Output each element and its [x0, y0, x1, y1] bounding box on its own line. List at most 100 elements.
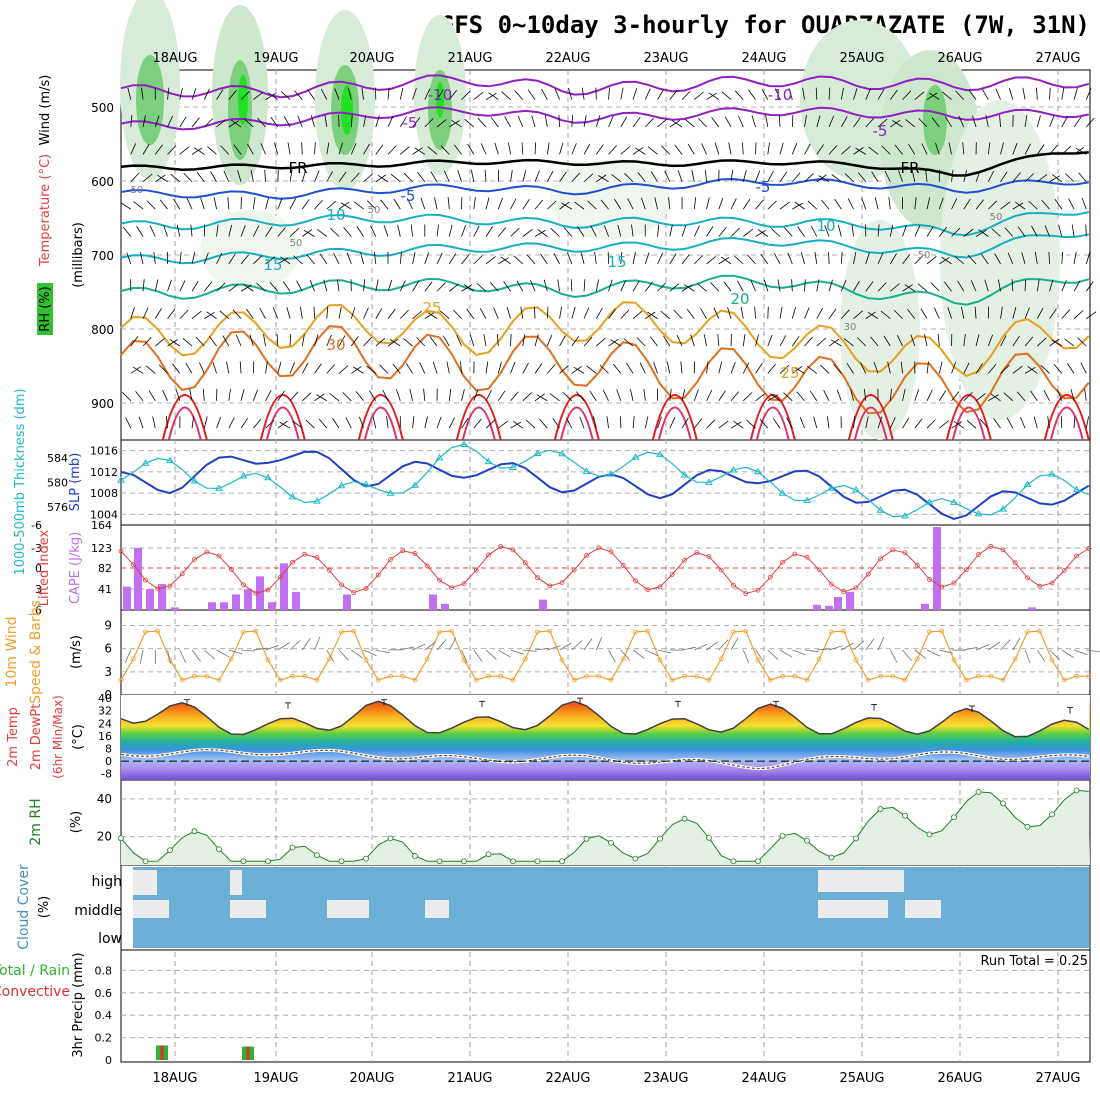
chart-title: GFS 0~10day 3-hourly for OUARZAZATE (7W,… [440, 11, 1090, 39]
slp-tick-label: 1008 [90, 487, 118, 500]
rh-blob [550, 160, 670, 240]
date-label-bottom: 19AUG [253, 1071, 298, 1086]
precip-tick-label: 0 [105, 1054, 112, 1067]
date-label-top: 27AUG [1035, 51, 1080, 66]
cape-tick-label: 164 [91, 519, 112, 532]
precip-tick-label: 0.2 [95, 1032, 113, 1045]
date-label-bottom: 26AUG [937, 1071, 982, 1086]
date-label-top: 22AUG [545, 51, 590, 66]
rh-marker [535, 859, 540, 864]
date-label-top: 19AUG [253, 51, 298, 66]
rh-marker [1025, 824, 1030, 829]
pressure-axis-label: (millibars) [71, 222, 86, 288]
precip-tick-label: 0.4 [95, 1009, 113, 1022]
rh-marker [241, 859, 246, 864]
rh-marker [413, 854, 418, 859]
contour-label: -10 [428, 86, 453, 104]
cloud-block [133, 900, 169, 918]
contour-label: -10 [768, 86, 793, 104]
panel-slp [121, 440, 1090, 525]
contour-label: 25 [780, 364, 799, 382]
rh-marker [143, 859, 148, 864]
contour-label: FR [288, 159, 307, 177]
rh-marker [217, 847, 222, 852]
minmax-axis-label: (6hr Min/Max) [51, 695, 65, 779]
wind-barb [511, 334, 512, 346]
thickness-axis-label: 1000-500mb Thickness (dm) [13, 388, 28, 575]
cape-tick-label: 82 [98, 562, 112, 575]
date-label-top: 25AUG [839, 51, 884, 66]
contour-label: -5 [873, 122, 888, 140]
cloud-block [818, 870, 904, 892]
cloud-level-label: low [98, 931, 122, 947]
cloud-block [327, 900, 369, 918]
rh-marker [339, 859, 344, 864]
rh-marker [707, 835, 712, 840]
cape-bar [933, 527, 941, 610]
cape-bar [208, 602, 216, 610]
cloud-background [133, 867, 1089, 948]
pressure-tick-label: 900 [91, 397, 114, 411]
date-label-top: 21AUG [447, 51, 492, 66]
rh-marker [168, 848, 173, 853]
date-label-bottom: 18AUG [152, 1071, 197, 1086]
rh-marker [829, 855, 834, 860]
panel-wind [121, 610, 1090, 695]
convective-bar [161, 1045, 164, 1060]
cloud-block [905, 900, 941, 918]
contour-label: 20 [730, 290, 749, 308]
cape-bar [280, 563, 288, 610]
pressure-tick-label: 600 [91, 175, 114, 189]
cape-tick-label: 123 [91, 542, 112, 555]
rh-blob [341, 85, 353, 135]
wind-barb [535, 142, 536, 154]
date-label-top: 23AUG [643, 51, 688, 66]
wind-tick-label: 9 [104, 618, 112, 632]
rh-marker [756, 859, 761, 864]
rh-contour-label: 50 [131, 185, 144, 196]
wind-barb [768, 307, 769, 319]
rh-marker [511, 859, 516, 864]
thickness-tick-label: 580 [47, 477, 68, 490]
pressure-tick-label: 500 [91, 101, 114, 115]
precip-tick-label: 0.6 [95, 987, 113, 1000]
cape-bar [825, 606, 833, 610]
rh-marker [658, 836, 663, 841]
cape-bar [921, 604, 929, 610]
cape-bar [846, 592, 854, 610]
thickness-tick-label: 584 [47, 452, 68, 465]
rh-marker [780, 833, 785, 838]
rh-contour-label: 30 [844, 322, 857, 333]
rh-marker [1050, 812, 1055, 817]
rh-marker [854, 836, 859, 841]
cape-bar [343, 594, 351, 610]
contour-label: -5 [756, 178, 771, 196]
rh2m-unit-label: (%) [69, 811, 84, 834]
date-label-bottom: 27AUG [1035, 1071, 1080, 1086]
cloud-block [230, 870, 242, 895]
rh-blob [238, 75, 248, 125]
cape-bar [834, 597, 842, 610]
rh-marker [462, 859, 467, 864]
cloud-level-label: middle [74, 903, 122, 919]
dewpoint-axis-label: 2m DewPt [29, 704, 44, 771]
rh-marker [315, 853, 320, 858]
wind-axis-label: Wind (m/s) [38, 75, 53, 146]
thickness-tick-label: 576 [47, 501, 68, 514]
rh-blob [136, 55, 164, 145]
pressure-tick-label: 800 [91, 323, 114, 337]
rh-marker [1001, 801, 1006, 806]
rh-marker [609, 840, 614, 845]
cape-bar [134, 548, 142, 610]
wind-barb [314, 307, 315, 319]
cape-bar [813, 605, 821, 610]
cape-axis-label: CAPE (J/kg) [68, 532, 83, 604]
contour-label: 10 [326, 206, 345, 224]
rh-marker [290, 845, 295, 850]
run-total: Run Total = 0.25 [980, 954, 1088, 969]
wind10m-unit-label: (m/s) [69, 635, 84, 669]
cloud-block [230, 900, 266, 918]
cape-bar [171, 607, 179, 610]
rh-marker [927, 832, 932, 837]
temp-tick-label: 16 [98, 730, 112, 743]
